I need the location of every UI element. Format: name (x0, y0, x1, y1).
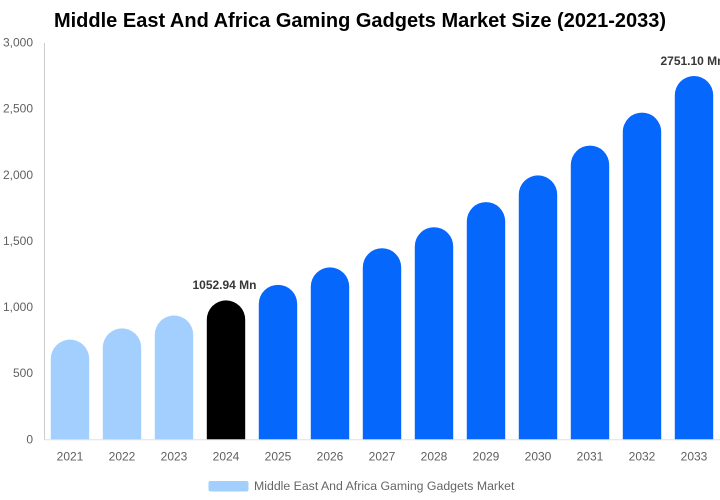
svg-text:2033: 2033 (681, 450, 708, 464)
svg-text:2,500: 2,500 (3, 102, 33, 116)
svg-text:2031: 2031 (577, 450, 604, 464)
svg-text:2029: 2029 (473, 450, 500, 464)
svg-text:0: 0 (26, 432, 33, 446)
svg-text:2023: 2023 (161, 450, 188, 464)
svg-text:3,000: 3,000 (3, 36, 33, 50)
svg-text:500: 500 (13, 366, 33, 380)
svg-text:2024: 2024 (213, 450, 240, 464)
svg-text:1,000: 1,000 (3, 300, 33, 314)
svg-text:1052.94 Mn: 1052.94 Mn (192, 278, 256, 292)
svg-text:2027: 2027 (369, 450, 396, 464)
svg-text:2751.10 Mn: 2751.10 Mn (660, 54, 720, 68)
svg-text:2022: 2022 (109, 450, 136, 464)
svg-text:2,000: 2,000 (3, 168, 33, 182)
svg-text:2032: 2032 (629, 450, 656, 464)
svg-text:2030: 2030 (525, 450, 552, 464)
svg-text:Middle East And Africa Gaming: Middle East And Africa Gaming Gadgets Ma… (54, 10, 666, 32)
svg-text:2021: 2021 (57, 450, 84, 464)
svg-text:2025: 2025 (265, 450, 292, 464)
svg-text:2026: 2026 (317, 450, 344, 464)
svg-text:1,500: 1,500 (3, 234, 33, 248)
svg-text:2028: 2028 (421, 450, 448, 464)
svg-text:Middle East And Africa Gaming: Middle East And Africa Gaming Gadgets Ma… (254, 479, 515, 493)
